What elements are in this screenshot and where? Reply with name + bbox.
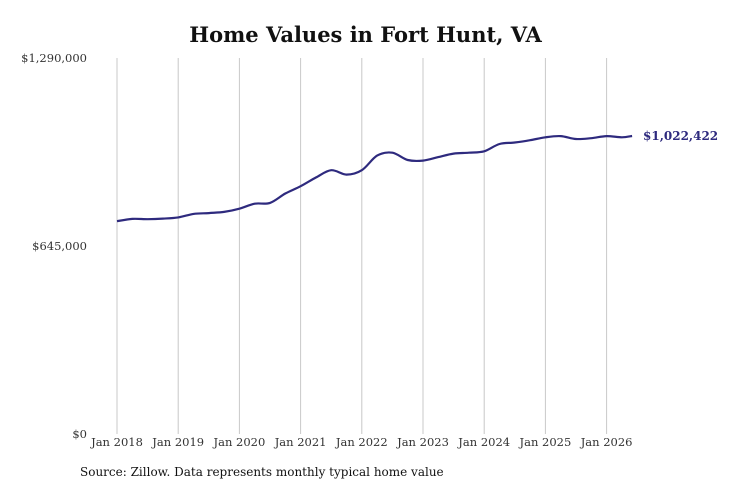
data-point <box>499 143 501 145</box>
data-point <box>361 169 363 171</box>
x-axis-ticks: Jan 2018 Jan 2019 Jan 2020 Jan 2021 Jan 2022… <box>90 435 632 449</box>
series <box>116 134 633 223</box>
chart-title: Home Values in Fort Hunt, VA <box>189 22 542 47</box>
data-point <box>437 156 439 158</box>
data-point <box>269 202 271 204</box>
x-tick-label: Jan 2026 <box>580 435 633 449</box>
x-tick-label: Jan 2018 <box>90 435 143 449</box>
data-point <box>453 153 455 155</box>
data-point <box>606 135 608 137</box>
source-note: Source: Zillow. Data represents monthly … <box>80 465 444 479</box>
series-line <box>116 134 633 223</box>
data-point <box>590 137 592 139</box>
data-point <box>238 208 240 210</box>
x-tick-label: Jan 2022 <box>335 435 388 449</box>
data-point <box>330 169 332 171</box>
data-point <box>575 138 577 140</box>
x-tick-label: Jan 2019 <box>151 435 204 449</box>
data-point <box>315 177 317 179</box>
data-point <box>284 193 286 195</box>
x-tick-label: Jan 2024 <box>457 435 510 449</box>
y-tick-label: $1,290,000 <box>21 51 87 65</box>
data-point <box>116 220 118 222</box>
data-point <box>300 185 302 187</box>
data-point <box>162 218 164 220</box>
data-point <box>621 136 623 138</box>
data-point <box>223 211 225 213</box>
end-value-label: $1,022,422 <box>643 129 718 143</box>
data-point <box>631 135 633 137</box>
data-point <box>193 213 195 215</box>
x-tick-label: Jan 2025 <box>519 435 572 449</box>
data-point <box>544 136 546 138</box>
gridlines <box>116 58 608 434</box>
x-tick-label: Jan 2020 <box>213 435 266 449</box>
y-tick-label: $645,000 <box>32 239 87 253</box>
data-point <box>208 212 210 214</box>
data-point <box>514 142 516 144</box>
data-point <box>407 159 409 161</box>
data-point <box>468 152 470 154</box>
data-point <box>254 203 256 205</box>
data-point <box>177 216 179 218</box>
data-point <box>391 152 393 154</box>
data-point <box>422 160 424 162</box>
data-point <box>346 174 348 176</box>
data-point <box>529 139 531 141</box>
data-point <box>560 135 562 137</box>
data-point <box>131 218 133 220</box>
data-point <box>483 150 485 152</box>
y-axis-ticks: $0 $645,000 $1,290,000 <box>21 51 87 441</box>
data-point <box>147 218 149 220</box>
y-tick-label: $0 <box>72 427 87 441</box>
x-tick-label: Jan 2023 <box>396 435 449 449</box>
data-point <box>376 155 378 157</box>
data-points <box>116 135 633 222</box>
x-tick-label: Jan 2021 <box>274 435 327 449</box>
